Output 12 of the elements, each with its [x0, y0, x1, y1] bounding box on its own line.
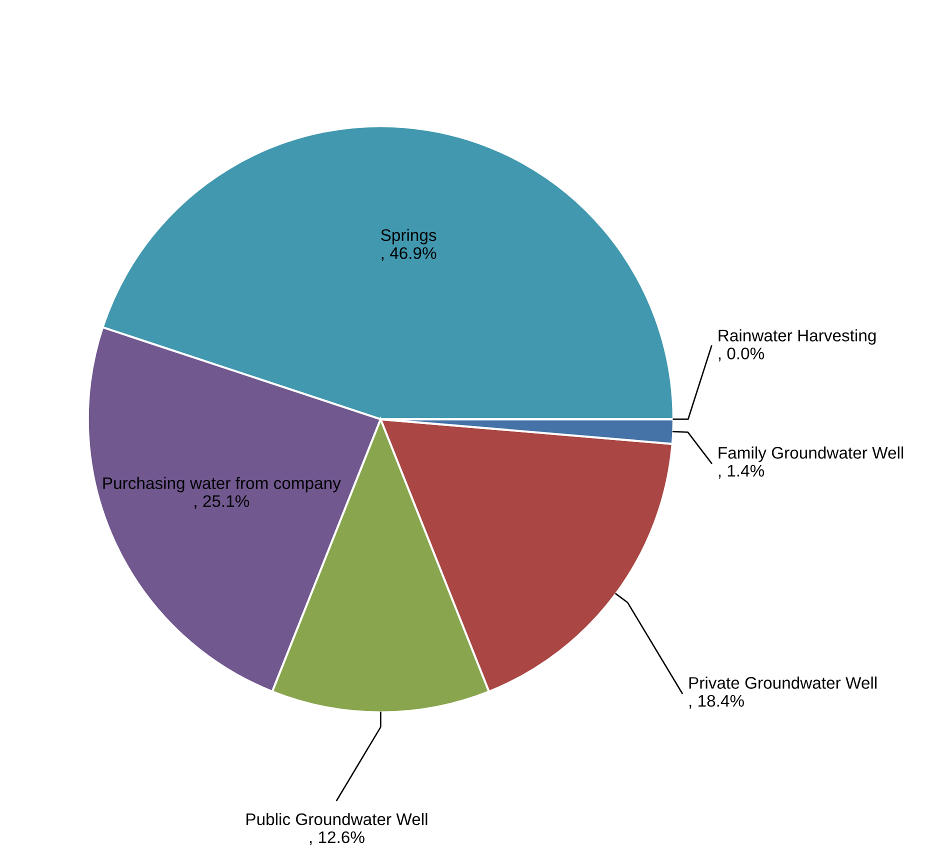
- slice-label: Purchasing water from company: [103, 476, 341, 492]
- data-label: , 1.4%: [718, 464, 764, 479]
- category-label: Rainwater Harvesting: [718, 329, 876, 345]
- slice-label: Private Groundwater Well: [689, 676, 877, 689]
- slice-label: Family Groundwater Well: [718, 446, 904, 462]
- data-label: , 46.9%: [382, 247, 436, 261]
- data-label: , 25.1%: [194, 495, 250, 509]
- data-label: , 12.6%: [310, 831, 364, 846]
- slice-label: Springs: [381, 228, 436, 244]
- slice-label: Public Groundwater Well: [246, 812, 428, 826]
- data-label: , 18.4%: [690, 694, 744, 709]
- text: , 0.0%: [718, 348, 764, 362]
